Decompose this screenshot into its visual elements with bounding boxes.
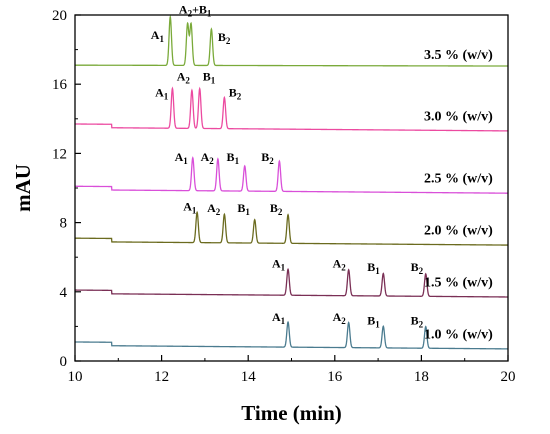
y-tick-label-0: 0 [60, 354, 68, 370]
x-tick-label-12: 12 [154, 369, 169, 385]
series-line-5 [75, 86, 508, 132]
y-axis-title: mAU [11, 164, 35, 212]
x-tick-label-20: 20 [501, 369, 516, 385]
series-line-6 [75, 14, 508, 67]
peak-label-A2-s5: A2 [177, 70, 191, 86]
series-label-3: 2.0 % (w/v) [424, 224, 493, 239]
peak-label-A1-s5: A1 [155, 85, 169, 101]
plot-frame [74, 14, 509, 362]
y-tick-label-20: 20 [52, 8, 67, 24]
x-tick-label-16: 16 [327, 369, 343, 385]
series-label-5: 3.0 % (w/v) [424, 109, 493, 124]
peak-label-B1-s3: B1 [237, 201, 250, 217]
series-label-6: 3.5 % (w/v) [424, 48, 493, 63]
peak-label-B2-s5: B2 [229, 85, 242, 101]
peak-label-B1-s5: B1 [203, 70, 216, 86]
peak-label-A2-s2: A2 [333, 257, 347, 273]
peak-label-B2-s6: B2 [218, 30, 231, 46]
peak-label-A1-s6: A1 [151, 28, 165, 44]
series-layer [75, 14, 508, 350]
axes-layer: 10 12 14 16 18 20 0 4 8 12 16 20 [52, 8, 516, 385]
x-tick-label-14: 14 [241, 369, 257, 385]
peak-label-A2-s3: A2 [207, 201, 221, 217]
peak-label-B1-s4: B1 [227, 150, 240, 166]
peak-label-A1-s4: A1 [175, 150, 189, 166]
y-tick-label-4: 4 [60, 285, 68, 301]
peak-label-B1-s1: B1 [367, 314, 380, 330]
peak-label-A1-s3: A1 [183, 199, 197, 215]
series-label-1: 1.0 % (w/v) [424, 327, 493, 342]
peak-label-A2-s4: A2 [201, 150, 215, 166]
series-line-3 [75, 210, 508, 246]
labels-layer: 1.0 % (w/v) 1.5 % (w/v) 2.0 % (w/v) 2.5 % (… [151, 2, 493, 342]
peak-label-A1-s1: A1 [272, 310, 286, 326]
x-tick-label-10: 10 [68, 369, 83, 385]
peak-label-A1-s2: A1 [272, 257, 286, 273]
series-label-2: 1.5 % (w/v) [424, 276, 493, 291]
y-tick-label-8: 8 [60, 216, 68, 232]
peak-label-A2-combined-s6: A2+B1 [179, 2, 212, 18]
series-line-2 [75, 267, 508, 298]
y-tick-label-12: 12 [52, 146, 67, 162]
series-label-4: 2.5 % (w/v) [424, 172, 493, 187]
peak-label-B2-s4: B2 [261, 150, 274, 166]
series-line-1 [75, 320, 508, 350]
peak-label-B2-s1: B2 [411, 314, 424, 330]
peak-label-A2-s1: A2 [333, 310, 347, 326]
peak-label-B1-s2: B1 [367, 260, 380, 276]
peak-label-B2-s2: B2 [411, 260, 424, 276]
peak-label-B2-s3: B2 [270, 201, 283, 217]
series-line-4 [75, 156, 508, 194]
y-tick-label-16: 16 [52, 77, 68, 93]
x-tick-label-18: 18 [414, 369, 429, 385]
x-axis-title: Time (min) [241, 401, 342, 425]
